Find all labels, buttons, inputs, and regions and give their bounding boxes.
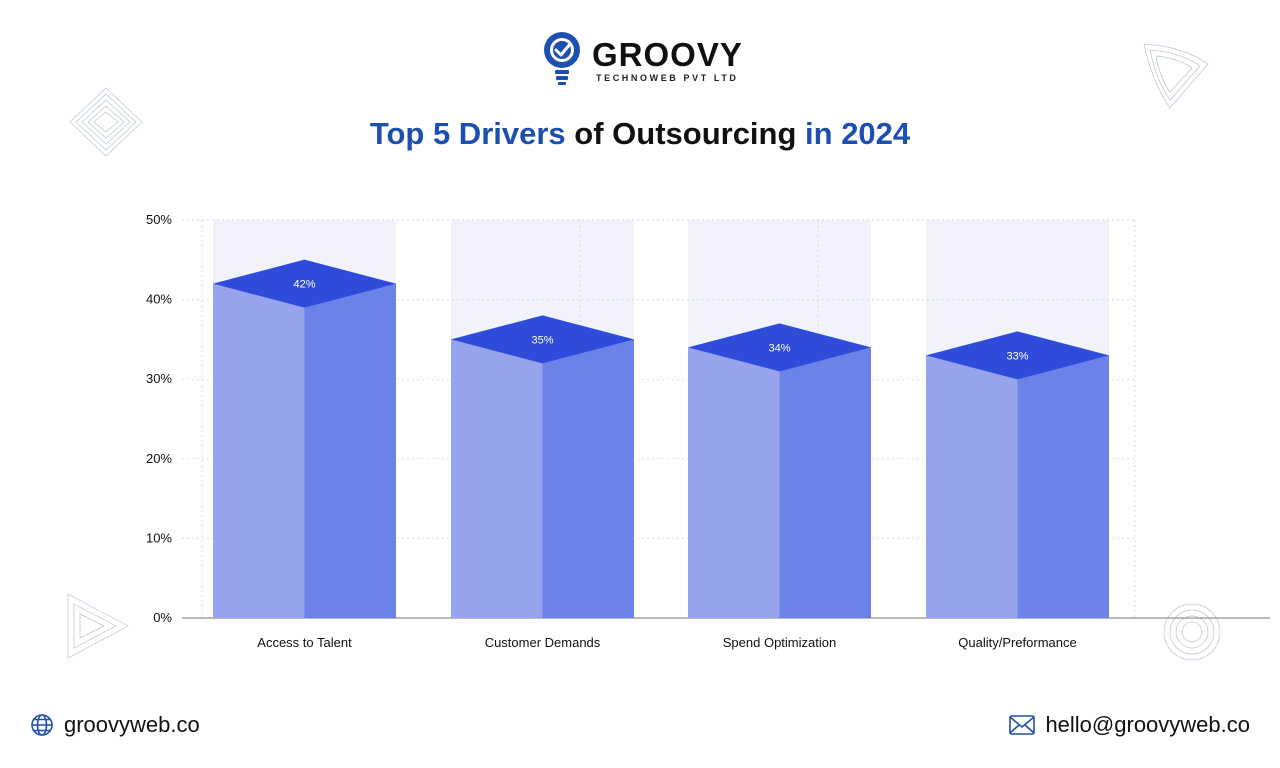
- bar-top-3: [926, 331, 1109, 380]
- bar-top-0: [213, 259, 396, 308]
- globe-icon: [31, 714, 53, 736]
- x-tick-label-3: Quality/Preformance: [958, 635, 1077, 650]
- bar-left-face-2: [688, 347, 780, 618]
- website-text[interactable]: groovyweb.co: [64, 712, 200, 737]
- decorative-swirl-bottom-left: [67, 593, 129, 659]
- x-tick-label-1: Customer Demands: [485, 635, 601, 650]
- brand-name: GROOVY: [592, 36, 743, 73]
- y-tick-label-5: 50%: [146, 212, 172, 227]
- decorative-swirl-top-left: [69, 87, 143, 157]
- bar-left-face-1: [451, 339, 543, 618]
- data-label-0: 42%: [293, 279, 315, 291]
- data-label-2: 34%: [768, 342, 790, 354]
- x-tick-label-2: Spend Optimization: [723, 635, 836, 650]
- y-tick-label-0: 0%: [153, 610, 172, 625]
- y-tick-label-4: 40%: [146, 292, 172, 307]
- bar-left-face-0: [213, 283, 305, 618]
- bar-right-face-3: [1017, 355, 1109, 618]
- data-label-3: 33%: [1006, 350, 1028, 362]
- y-tick-label-2: 20%: [146, 451, 172, 466]
- y-tick-label-1: 10%: [146, 530, 172, 545]
- bar-top-1: [451, 315, 634, 364]
- brand-tagline: TECHNOWEB PVT LTD: [596, 73, 739, 83]
- footer-website[interactable]: groovyweb.co: [30, 712, 200, 738]
- page-title: Top 5 Drivers of Outsourcing in 2024: [0, 114, 1280, 154]
- y-tick-label-3: 30%: [146, 371, 172, 386]
- bar-right-face-2: [779, 347, 871, 618]
- title-middle: of Outsourcing: [565, 116, 806, 151]
- decorative-swirl-bottom-right: [1163, 603, 1221, 661]
- decorative-swirl-top-right: [1143, 43, 1209, 109]
- data-label-1: 35%: [531, 334, 553, 346]
- mail-icon: [1009, 715, 1036, 735]
- lightbulb-check-icon: [544, 32, 580, 85]
- bar-left-face-3: [926, 355, 1018, 618]
- email-text[interactable]: hello@groovyweb.co: [1045, 712, 1250, 737]
- title-highlight-1: Top 5 Drivers: [369, 116, 566, 151]
- x-tick-label-0: Access to Talent: [257, 635, 352, 650]
- bar-right-face-0: [304, 283, 396, 618]
- bar-top-2: [688, 323, 871, 372]
- footer-email[interactable]: hello@groovyweb.co: [1009, 712, 1250, 738]
- title-highlight-2: in 2024: [805, 116, 911, 151]
- brand-logo: GROOVY TECHNOWEB PVT LTD: [540, 30, 743, 90]
- bar-right-face-1: [542, 339, 634, 618]
